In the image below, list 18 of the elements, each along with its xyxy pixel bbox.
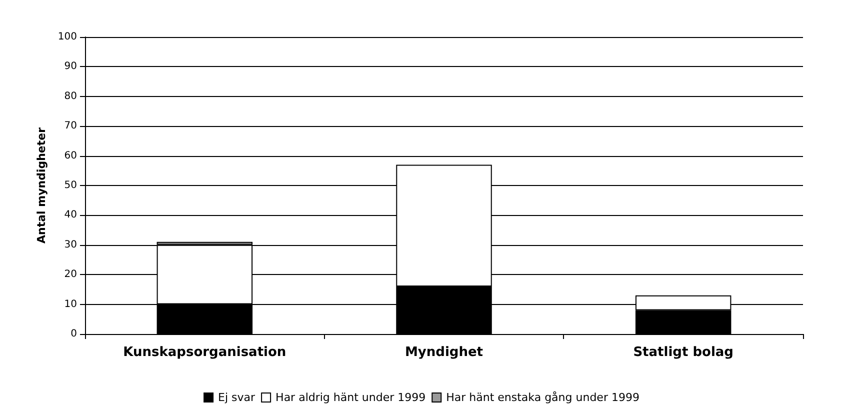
y-tick-label: 90 xyxy=(64,61,77,72)
x-tick-label: Kunskapsorganisation xyxy=(123,345,286,360)
y-tick-label: 20 xyxy=(64,269,77,280)
legend-label: Har aldrig hänt under 1999 xyxy=(276,391,426,404)
x-tick-label: Myndighet xyxy=(404,345,484,360)
y-tick-label: 70 xyxy=(64,120,77,132)
y-tick-label: 100 xyxy=(58,32,77,42)
legend-label: Har hänt enstaka gång under 1999 xyxy=(446,391,640,404)
y-tick-label: 0 xyxy=(70,328,77,340)
y-tick-label: 80 xyxy=(64,90,77,102)
legend-label: Ej svar xyxy=(218,391,256,404)
x-tick-label: Statligt bolag xyxy=(633,345,734,360)
y-tick-label: 60 xyxy=(64,150,77,162)
y-tick-label: 50 xyxy=(64,180,77,191)
y-axis-title: Antal myndigheter xyxy=(35,126,48,244)
y-tick-label: 10 xyxy=(64,298,77,310)
y-tick-label: 30 xyxy=(64,239,77,250)
y-tick-label: 40 xyxy=(64,210,77,221)
